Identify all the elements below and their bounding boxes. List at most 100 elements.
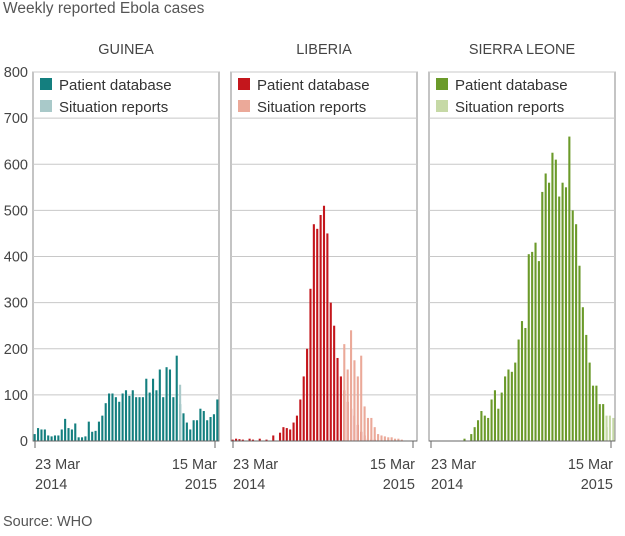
bar-sierra-leone-patient	[490, 399, 493, 441]
bar-liberia-patient	[285, 428, 288, 441]
bar-guinea-patient	[87, 421, 90, 441]
bar-sierra-leone-patient	[568, 136, 571, 441]
bar-guinea-patient	[43, 429, 46, 441]
x-tick-label-liberia: 15 Mar	[370, 457, 415, 473]
bar-guinea-patient	[57, 435, 60, 441]
bar-liberia-situation	[346, 369, 349, 441]
bar-guinea-patient	[192, 420, 195, 441]
bar-sierra-leone-patient	[517, 339, 520, 441]
bar-liberia-situation	[373, 427, 376, 441]
bar-guinea-patient	[94, 430, 97, 441]
bar-sierra-leone-patient	[598, 404, 601, 441]
bar-guinea-patient	[67, 428, 70, 441]
bar-liberia-situation	[360, 355, 363, 441]
x-tick-label-guinea: 23 Mar	[35, 457, 80, 473]
bar-sierra-leone-patient	[463, 438, 466, 441]
bar-guinea-patient	[162, 397, 165, 441]
bar-guinea-patient	[199, 408, 202, 441]
bar-sierra-leone-patient	[514, 362, 517, 441]
legend-swatch-liberia	[238, 78, 250, 90]
bar-liberia-patient	[333, 325, 336, 441]
x-tick-label-liberia: 2015	[383, 477, 415, 493]
y-tick-label: 300	[4, 296, 28, 312]
bar-sierra-leone-patient	[537, 261, 540, 441]
bar-liberia-situation	[390, 437, 393, 441]
bar-liberia-patient	[241, 439, 244, 441]
bar-sierra-leone-patient	[564, 187, 568, 441]
legend-swatch-sierra-leone	[436, 78, 448, 90]
bar-sierra-leone-patient	[591, 385, 595, 441]
bar-liberia-situation	[370, 417, 373, 441]
bar-guinea-patient	[212, 414, 215, 441]
bar-liberia-patient	[248, 438, 251, 441]
bar-sierra-leone-situation	[612, 417, 615, 441]
bar-liberia-situation	[353, 360, 356, 441]
bar-liberia-situation	[400, 439, 403, 441]
x-tick-label-sierra-leone: 23 Mar	[431, 457, 476, 473]
bar-guinea-patient	[80, 437, 84, 441]
bar-sierra-leone-patient	[585, 334, 588, 441]
bar-sierra-leone-patient	[548, 182, 551, 441]
bar-sierra-leone-patient	[534, 242, 537, 441]
bar-liberia-patient	[299, 399, 302, 441]
y-tick-label: 100	[4, 388, 28, 404]
bar-guinea-patient	[131, 390, 134, 441]
bar-guinea-patient	[124, 390, 128, 441]
bar-sierra-leone-patient	[561, 182, 564, 441]
bar-liberia-situation	[387, 437, 390, 441]
bar-guinea-patient	[148, 392, 151, 441]
bar-sierra-leone-patient	[578, 265, 581, 441]
bar-liberia-patient	[302, 376, 305, 441]
bar-liberia-patient	[316, 228, 319, 441]
bar-guinea-patient	[111, 393, 114, 441]
bar-guinea-patient	[172, 397, 175, 441]
bar-sierra-leone-patient	[480, 411, 483, 441]
y-tick-label: 500	[4, 203, 28, 219]
bar-liberia-patient	[319, 214, 322, 441]
bar-liberia-patient	[329, 302, 332, 442]
bar-guinea-patient	[64, 418, 67, 441]
bar-liberia-patient	[258, 438, 261, 441]
bar-liberia-patient	[265, 439, 268, 441]
bar-liberia-patient	[278, 432, 282, 441]
bar-liberia-patient	[231, 439, 234, 441]
bar-sierra-leone-patient	[531, 251, 534, 441]
bar-sierra-leone-patient	[602, 404, 605, 441]
panel-title-sierra-leone: SIERRA LEONE	[469, 42, 576, 58]
bar-guinea-patient	[145, 378, 148, 441]
bar-sierra-leone-patient	[595, 385, 598, 441]
bar-liberia-situation	[350, 330, 353, 441]
bar-sierra-leone-patient	[493, 390, 496, 441]
bar-sierra-leone-patient	[554, 159, 557, 441]
bar-guinea-patient	[185, 422, 188, 441]
bar-liberia-situation	[377, 434, 380, 441]
bar-sierra-leone-patient	[541, 191, 544, 441]
bar-sierra-leone-patient	[558, 196, 561, 441]
bar-guinea-patient	[101, 415, 104, 441]
bar-guinea-patient	[138, 397, 141, 441]
bar-guinea-patient	[155, 390, 158, 441]
x-tick-label-sierra-leone: 2015	[581, 477, 613, 493]
bar-sierra-leone-patient	[497, 408, 500, 441]
x-tick-label-liberia: 2014	[233, 477, 265, 493]
bar-guinea-patient	[202, 411, 205, 441]
bar-sierra-leone-patient	[510, 371, 513, 441]
bar-sierra-leone-patient	[527, 254, 530, 441]
bar-guinea-patient	[53, 435, 57, 441]
bar-sierra-leone-patient	[487, 417, 490, 441]
bar-guinea-patient	[165, 367, 168, 441]
chart-title: Weekly reported Ebola cases	[3, 0, 205, 17]
bar-guinea-patient	[158, 369, 161, 441]
y-tick-label: 200	[4, 342, 28, 358]
bar-liberia-situation	[366, 417, 370, 441]
x-tick-label-guinea: 2014	[35, 477, 67, 493]
bar-guinea-patient	[77, 437, 80, 441]
bar-guinea-patient	[152, 378, 155, 441]
bar-liberia-patient	[309, 288, 312, 441]
bar-liberia-patient	[282, 427, 285, 441]
bar-guinea-patient	[114, 397, 117, 441]
bar-liberia-situation	[363, 406, 366, 441]
legend-swatch-liberia	[238, 100, 250, 112]
bar-guinea-patient	[104, 403, 107, 441]
